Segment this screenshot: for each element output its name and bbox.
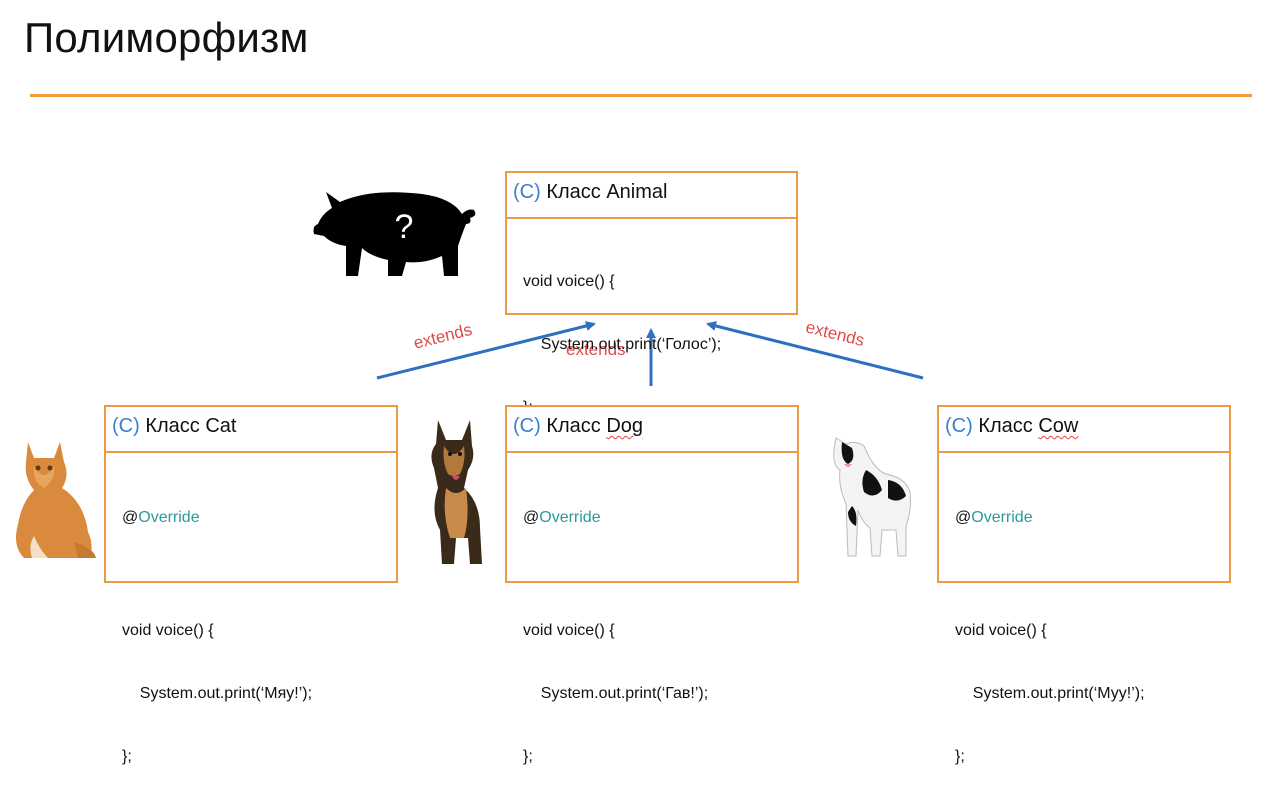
class-box-cat: (C) Класс Cat @Override void voice() { S…	[104, 405, 398, 765]
extends-label-dog: extends	[566, 340, 626, 359]
class-body: @Override void voice() { System.out.prin…	[507, 453, 797, 809]
arrow-cow-to-animal	[706, 321, 924, 380]
class-header: (C) Класс Animal	[507, 173, 796, 219]
title-divider	[30, 94, 1252, 97]
pig-silhouette-icon: ?	[313, 192, 476, 276]
class-marker: (C)	[945, 415, 973, 437]
code-line: void voice() {	[523, 273, 615, 290]
class-name-prefix: Класс	[978, 415, 1039, 437]
code-line: void voice() {	[523, 622, 615, 639]
class-body: @Override void voice() { System.out.prin…	[106, 453, 396, 809]
inheritance-arrows	[376, 321, 924, 386]
class-name: Cow	[1038, 415, 1079, 437]
class-header: (C) Класс Cow	[939, 407, 1229, 453]
override-annotation: @Override	[523, 509, 601, 526]
class-name-prefix: Класс	[145, 415, 206, 437]
class-name: Dog	[606, 415, 644, 437]
cat-icon	[16, 442, 96, 558]
class-header: (C) Класс Cat	[106, 407, 396, 453]
class-box-cow: (C) Класс Cow @Override void voice() { S…	[937, 405, 1231, 765]
code-line: System.out.print(‘Мяу!’);	[122, 685, 313, 702]
code-line: };	[122, 748, 132, 765]
code-line: System.out.print(‘Гав!’);	[523, 685, 709, 702]
class-name: Класс Animal	[546, 181, 668, 203]
svg-text:?: ?	[395, 208, 414, 246]
override-annotation: @Override	[955, 509, 1033, 526]
class-marker: (C)	[513, 415, 541, 437]
code-line: System.out.print(‘Муу!’);	[955, 685, 1145, 702]
arrow-cat-to-animal	[376, 321, 596, 380]
class-marker: (C)	[112, 415, 140, 437]
code-line: };	[523, 748, 533, 765]
cow-icon	[833, 437, 911, 557]
class-name: Cat	[205, 415, 237, 437]
code-line: void voice() {	[955, 622, 1047, 639]
class-header: (C) Класс Dog	[507, 407, 797, 453]
class-box-animal: (C) Класс Animal void voice() { System.o…	[505, 171, 798, 416]
slide-title: Полиморфизм	[24, 14, 309, 61]
override-annotation: @Override	[122, 509, 200, 526]
class-box-dog: (C) Класс Dog @Override void voice() { S…	[505, 405, 799, 765]
class-name-prefix: Класс	[546, 415, 607, 437]
code-line: System.out.print(‘Голос’);	[523, 336, 722, 353]
code-line: void voice() {	[122, 622, 214, 639]
class-marker: (C)	[513, 181, 541, 203]
code-line: };	[955, 748, 965, 765]
class-body: @Override void voice() { System.out.prin…	[939, 453, 1229, 809]
dog-icon	[431, 420, 482, 564]
